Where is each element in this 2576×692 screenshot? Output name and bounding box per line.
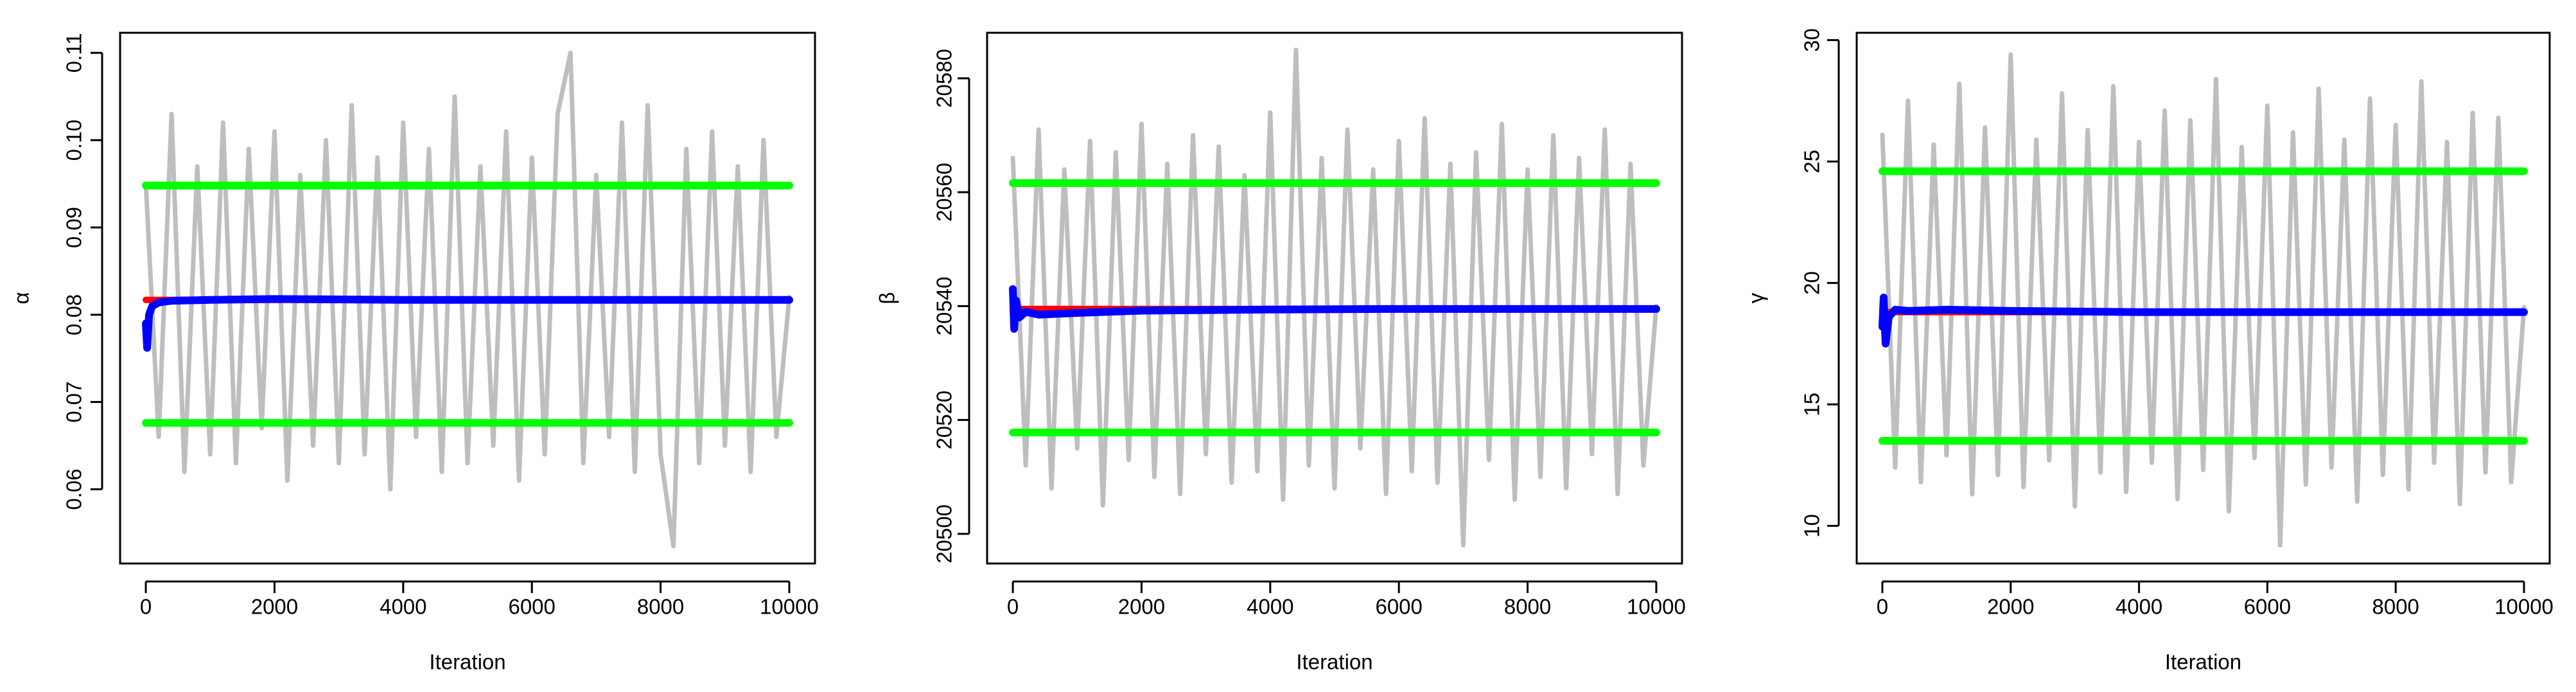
x-tick-label: 0 — [140, 595, 152, 619]
plot-frame — [1855, 31, 2551, 565]
y-tick-label: 20520 — [933, 391, 956, 450]
trace-line — [1880, 52, 2527, 548]
trace-line — [1010, 48, 1659, 548]
plot-frame — [119, 31, 816, 565]
x-tick-label: 10000 — [760, 595, 819, 619]
y-tick-label: 20500 — [933, 504, 956, 563]
y-tick-label: 10 — [1800, 514, 1824, 538]
x-axis-label: Iteration — [1296, 650, 1372, 674]
x-tick-label: 2000 — [1118, 595, 1165, 619]
y-tick-label: 0.10 — [62, 120, 86, 161]
x-tick-label: 2000 — [251, 595, 298, 619]
x-tick-label: 0 — [1877, 595, 1888, 619]
x-tick-label: 8000 — [2372, 595, 2419, 619]
x-tick-label: 6000 — [2244, 595, 2291, 619]
x-tick-label: 0 — [1007, 595, 1019, 619]
trace-line — [143, 50, 792, 549]
x-tick-label: 4000 — [380, 595, 426, 619]
y-axis-label: γ — [1744, 292, 1768, 303]
y-tick-label: 20580 — [933, 49, 956, 108]
summary-line — [142, 295, 793, 352]
y-tick-label: 0.06 — [62, 468, 86, 510]
y-tick-label: 0.09 — [62, 207, 86, 248]
y-tick-label: 25 — [1800, 150, 1824, 173]
y-tick-label: 30 — [1800, 28, 1824, 52]
x-tick-label: 6000 — [1375, 595, 1422, 619]
y-axis-label: β — [875, 292, 899, 305]
y-tick-label: 0.07 — [62, 382, 86, 423]
x-tick-label: 6000 — [508, 595, 555, 619]
y-tick-label: 0.08 — [62, 294, 86, 335]
summary-line — [1878, 294, 2528, 348]
x-tick-label: 10000 — [2494, 595, 2554, 619]
x-tick-label: 2000 — [1987, 595, 2034, 619]
x-axis-label: Iteration — [429, 650, 505, 674]
y-tick-label: 15 — [1800, 393, 1824, 416]
summary-line — [1009, 285, 1660, 333]
y-axis-label: α — [10, 292, 33, 304]
y-tick-label: 20560 — [933, 163, 956, 222]
x-tick-label: 8000 — [1504, 595, 1551, 619]
x-axis-label: Iteration — [2165, 650, 2241, 674]
plot-frame — [986, 31, 1683, 565]
x-tick-label: 8000 — [637, 595, 684, 619]
x-tick-label: 4000 — [2116, 595, 2162, 619]
y-tick-label: 20540 — [933, 277, 956, 336]
y-tick-label: 20 — [1800, 271, 1824, 295]
x-tick-label: 4000 — [1247, 595, 1293, 619]
x-tick-label: 10000 — [1627, 595, 1686, 619]
y-tick-label: 0.11 — [62, 33, 86, 73]
